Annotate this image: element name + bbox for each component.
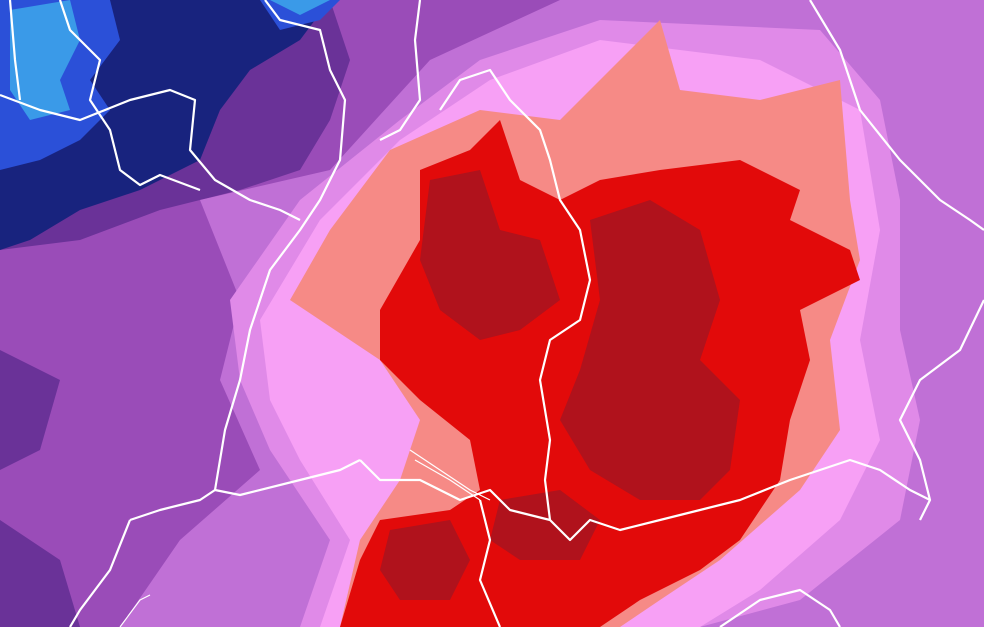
- border-line: [478, 499, 502, 627]
- border-line: [213, 0, 361, 497]
- field-blue: [0, 0, 340, 170]
- border-line: [439, 68, 592, 521]
- border-line: [719, 588, 841, 627]
- border-line: [69, 489, 216, 627]
- border-line: [379, 0, 422, 141]
- lake-outline: [119, 594, 151, 627]
- border-line: [8, 0, 22, 101]
- field-light-blue: [10, 0, 330, 120]
- border-line: [898, 299, 984, 521]
- border-line: [359, 458, 931, 542]
- border-line: [58, 0, 201, 192]
- lake-outline: [409, 449, 491, 501]
- border-line: [0, 88, 301, 221]
- border-line: [809, 0, 984, 231]
- field-dark-red: [380, 170, 740, 600]
